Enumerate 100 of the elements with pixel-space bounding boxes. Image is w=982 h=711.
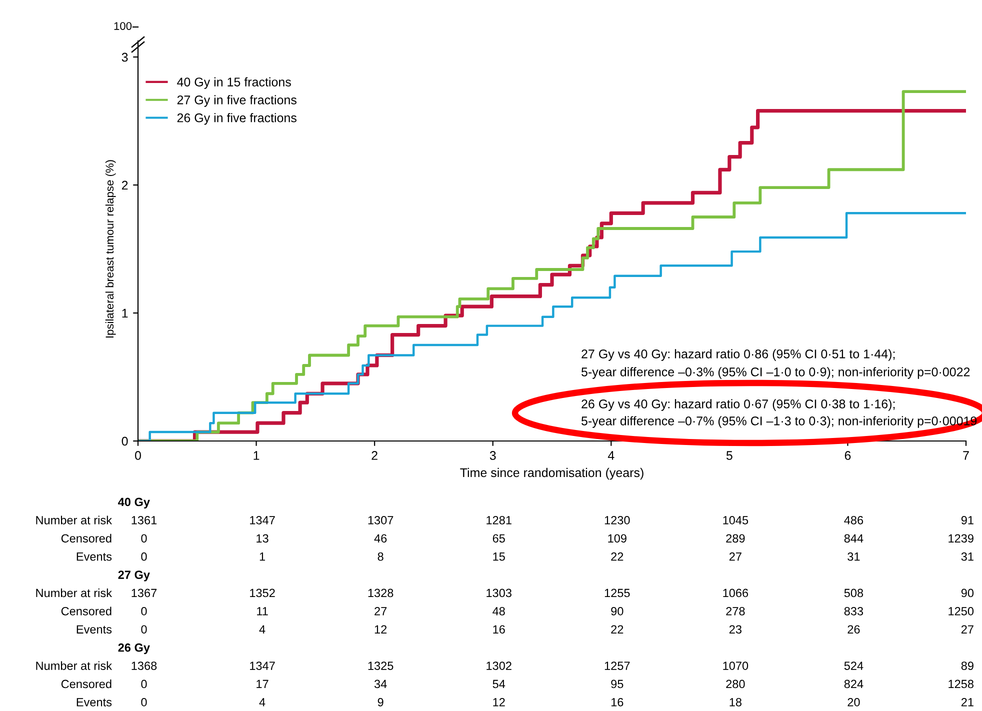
text: 1347	[250, 662, 275, 670]
text: 1367	[132, 588, 157, 598]
text: 22	[611, 552, 624, 561]
text: 824	[844, 680, 864, 688]
text: 109	[608, 534, 626, 543]
text: 0	[141, 625, 147, 634]
text: 0	[141, 552, 147, 561]
text: 16	[493, 625, 505, 634]
annotation: 5-year difference –0·3% (95% CI –1·0 to 0·9); non-inferiority p=0·0022	[582, 367, 970, 379]
text: 17	[256, 680, 268, 688]
text: Number at risk	[36, 661, 112, 670]
text: 1258	[948, 680, 974, 688]
text: 486	[844, 516, 864, 524]
x-tick-label: 2	[372, 451, 378, 460]
text: 508	[844, 588, 864, 598]
y-axis-title: Ipsilateral breast tumour relapse (%)	[105, 160, 116, 338]
text: 524	[844, 662, 864, 670]
text: 1066	[723, 588, 748, 598]
text: 26	[848, 625, 860, 634]
x-tick-label: 3	[490, 451, 496, 460]
text: 90	[611, 607, 624, 616]
text: 1239	[948, 534, 974, 543]
text: Censored	[61, 606, 112, 616]
text: 27	[961, 625, 974, 634]
text: 289	[726, 534, 745, 543]
text: 95	[611, 680, 624, 688]
text: 1347	[250, 516, 275, 524]
annotation: 26 Gy vs 40 Gy: hazard ratio 0·67 (95% CI 0·38 to 1·16);	[582, 399, 895, 411]
text: 46	[374, 534, 387, 543]
text: 90	[961, 588, 974, 598]
text: 0	[141, 607, 147, 616]
x-tick-label: 0	[135, 451, 141, 460]
text: 1255	[604, 588, 630, 598]
text: 1281	[486, 516, 512, 524]
text: Events	[76, 698, 112, 706]
text: 16	[611, 698, 624, 706]
text: 31	[848, 552, 860, 561]
text: 1302	[486, 662, 512, 670]
text: 0	[141, 698, 147, 706]
text: 1257	[604, 662, 630, 670]
text: 1352	[250, 588, 275, 598]
text: Number at risk	[36, 516, 112, 524]
text: 1230	[604, 516, 630, 524]
text: 1250	[948, 607, 974, 616]
text: Censored	[61, 679, 112, 688]
text: 13	[256, 534, 268, 543]
text: 31	[961, 552, 974, 561]
text: Events	[76, 625, 112, 634]
text: 1328	[368, 588, 394, 598]
text: 1361	[132, 516, 157, 524]
text: Events	[76, 552, 112, 561]
text: 1325	[368, 662, 394, 670]
text: 27 Gy	[118, 570, 150, 582]
text: 1070	[723, 662, 748, 670]
x-tick-label: 6	[844, 451, 851, 460]
text: 4	[259, 698, 266, 706]
text: 0	[141, 680, 147, 688]
y-tick-label: 0	[122, 436, 128, 446]
text: 48	[492, 607, 505, 616]
text: 0	[141, 534, 147, 543]
text: 280	[726, 680, 745, 688]
text: 27	[729, 552, 742, 561]
text: 91	[961, 516, 974, 524]
text: 15	[493, 552, 505, 561]
x-tick-label: 1	[254, 451, 260, 460]
text: 34	[374, 680, 387, 688]
text: 1307	[368, 516, 394, 524]
x-tick-label: 5	[726, 451, 732, 460]
text: 8	[378, 552, 384, 561]
legend-label: 27 Gy in five fractions	[177, 95, 296, 107]
text: 26 Gy	[118, 643, 150, 654]
y-tick-label: 1	[122, 308, 128, 318]
y-tick-label: 3	[122, 52, 128, 62]
annotation: 27 Gy vs 40 Gy: hazard ratio 0·86 (95% CI 0·51 to 1·44);	[582, 349, 895, 361]
text: Number at risk	[36, 588, 112, 598]
text: 1303	[486, 588, 512, 598]
text: 89	[961, 662, 974, 670]
y-tick-label: 2	[122, 180, 128, 190]
text: 23	[729, 625, 742, 634]
text: 54	[492, 680, 506, 688]
text: 12	[374, 625, 387, 634]
x-axis-title: Time since randomisation (years)	[460, 468, 644, 480]
text: Censored	[61, 534, 112, 543]
text: 4	[259, 625, 266, 634]
text: 278	[726, 607, 745, 616]
text: 12	[493, 698, 505, 706]
legend-label: 26 Gy in five fractions	[177, 113, 296, 125]
x-tick-label: 7	[963, 451, 969, 460]
text: 40 Gy	[118, 498, 150, 508]
text: 100	[114, 22, 132, 30]
text: 21	[961, 698, 974, 706]
text: 11	[257, 607, 268, 616]
text: 1368	[132, 662, 157, 670]
legend-label: 40 Gy in 15 fractions	[177, 77, 291, 89]
text: 844	[844, 534, 864, 543]
text: 22	[611, 625, 624, 634]
text: 1	[260, 552, 265, 561]
text: 65	[492, 534, 505, 543]
text: 18	[730, 698, 742, 706]
text: 9	[378, 698, 384, 706]
